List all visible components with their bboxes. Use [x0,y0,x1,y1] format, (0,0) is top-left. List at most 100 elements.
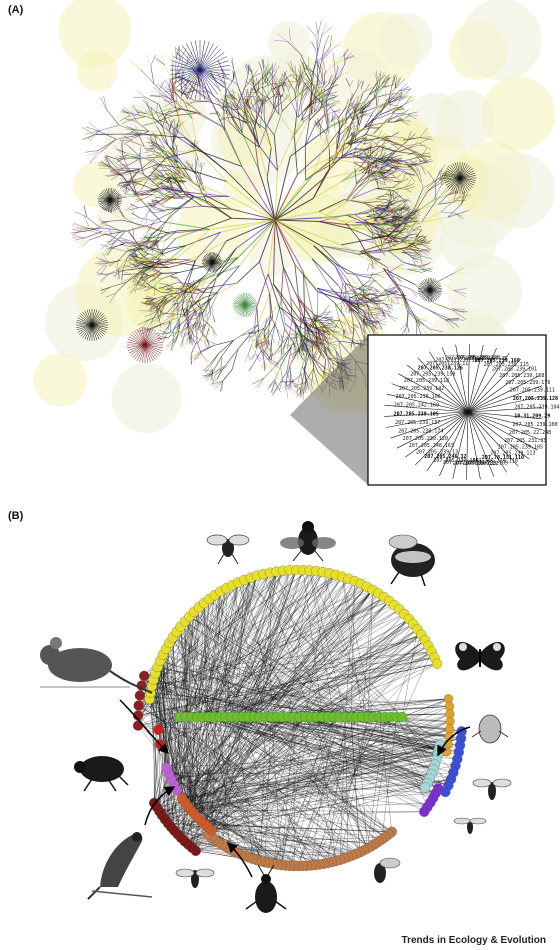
fly-icon [280,521,336,562]
network-link [193,813,320,865]
network-link [197,571,277,818]
network-link [236,716,439,751]
network-link [310,716,380,866]
network-link [339,716,346,860]
network-link [184,841,345,859]
network-link [144,639,426,677]
network-link [149,699,163,816]
network-link [184,802,291,866]
orange-node-arc [176,793,217,836]
hoverfly-icon [374,857,401,883]
network-link [138,705,372,847]
network-link [172,637,260,718]
network-link [298,716,352,867]
inset-ip-label: 207.205.239.111 [510,388,555,394]
inset-ip-label: 207.205.239.168 [435,358,480,364]
inset-ip-label: 207.78.151.110 [482,455,524,461]
network-link [265,716,449,786]
network-link [138,725,392,833]
network-node [176,793,188,804]
network-link [221,716,232,845]
network-link [225,716,300,847]
network-link [184,570,284,842]
network-link [213,571,277,718]
network-link [158,572,271,730]
inset-ip-label: 207.205.239.13 [416,449,458,455]
network-link [242,716,386,838]
network-link [271,600,390,718]
network-link [254,716,430,779]
network-link [184,721,451,842]
network-link [208,596,385,718]
network-link [176,607,200,791]
network-link [370,716,392,847]
network-link [316,716,361,853]
network-link [269,572,403,718]
node-arcs [132,564,467,872]
network-link [160,634,422,745]
network-link [202,716,249,858]
network-link [190,634,422,811]
inset-ip-labels: 10.31.209.29 207.205.239.100 207.205.22.24… [394,355,560,467]
network-link [402,651,432,718]
network-link [272,716,300,864]
network-link [162,654,357,718]
network-link [197,579,245,818]
network-node [132,720,144,731]
network-link [293,716,434,770]
network-link [236,570,304,718]
network-link [161,570,310,816]
network-link [207,569,297,828]
network-link [184,841,333,863]
arrow-mouse [119,699,170,755]
network-link [271,629,418,718]
network-link [253,716,392,832]
inset-ip-label: 207.205.22.248 [509,430,551,436]
network-link [402,716,446,793]
network-link [138,577,251,706]
network-link [322,572,369,718]
network-link [333,716,372,847]
network-link [166,767,360,853]
network-link [173,589,373,785]
network-link [161,626,181,816]
maroon-node-arc [132,670,150,731]
network-link [282,716,436,794]
network-node [133,700,144,711]
network-link [207,716,266,836]
beetle-icon [74,756,129,792]
inset-ip-label: 207.205.242.160 [394,403,439,409]
network-link [137,572,271,726]
network-link [185,716,434,770]
network-link [402,716,454,773]
inset-ip-label: 207.205.239.137 [395,420,440,426]
network-link [214,716,386,838]
network-link [341,576,375,718]
network-link [259,716,379,843]
network-link [156,736,450,808]
inset-ip-label: 207.205.238.126 [418,366,463,372]
bird-icon [87,832,153,900]
inset-ip-label: 207.205.239.113 [490,450,535,456]
network-link [285,716,329,866]
network-link [150,692,160,812]
network-link [328,716,439,751]
network-link [225,588,227,718]
network-tree [33,0,556,434]
network-link [285,716,374,866]
inset-ip-label: 207.205.239.118 [404,378,449,384]
network-link [137,582,239,726]
network-link [248,716,403,858]
network-link [236,716,389,835]
inset-ip-label: 207.205.239.168 [499,373,544,379]
network-link [171,778,436,794]
network-link [288,581,356,718]
inset-ip-label: 207.205.236.106 [396,394,441,400]
violet-node-arc [419,783,444,817]
plant-pollinator-network [40,521,512,913]
network-link [289,716,335,866]
network-link [207,577,251,828]
network-link [305,716,368,849]
network-link [248,716,300,858]
parasitoid-wasp-icon [472,778,512,800]
